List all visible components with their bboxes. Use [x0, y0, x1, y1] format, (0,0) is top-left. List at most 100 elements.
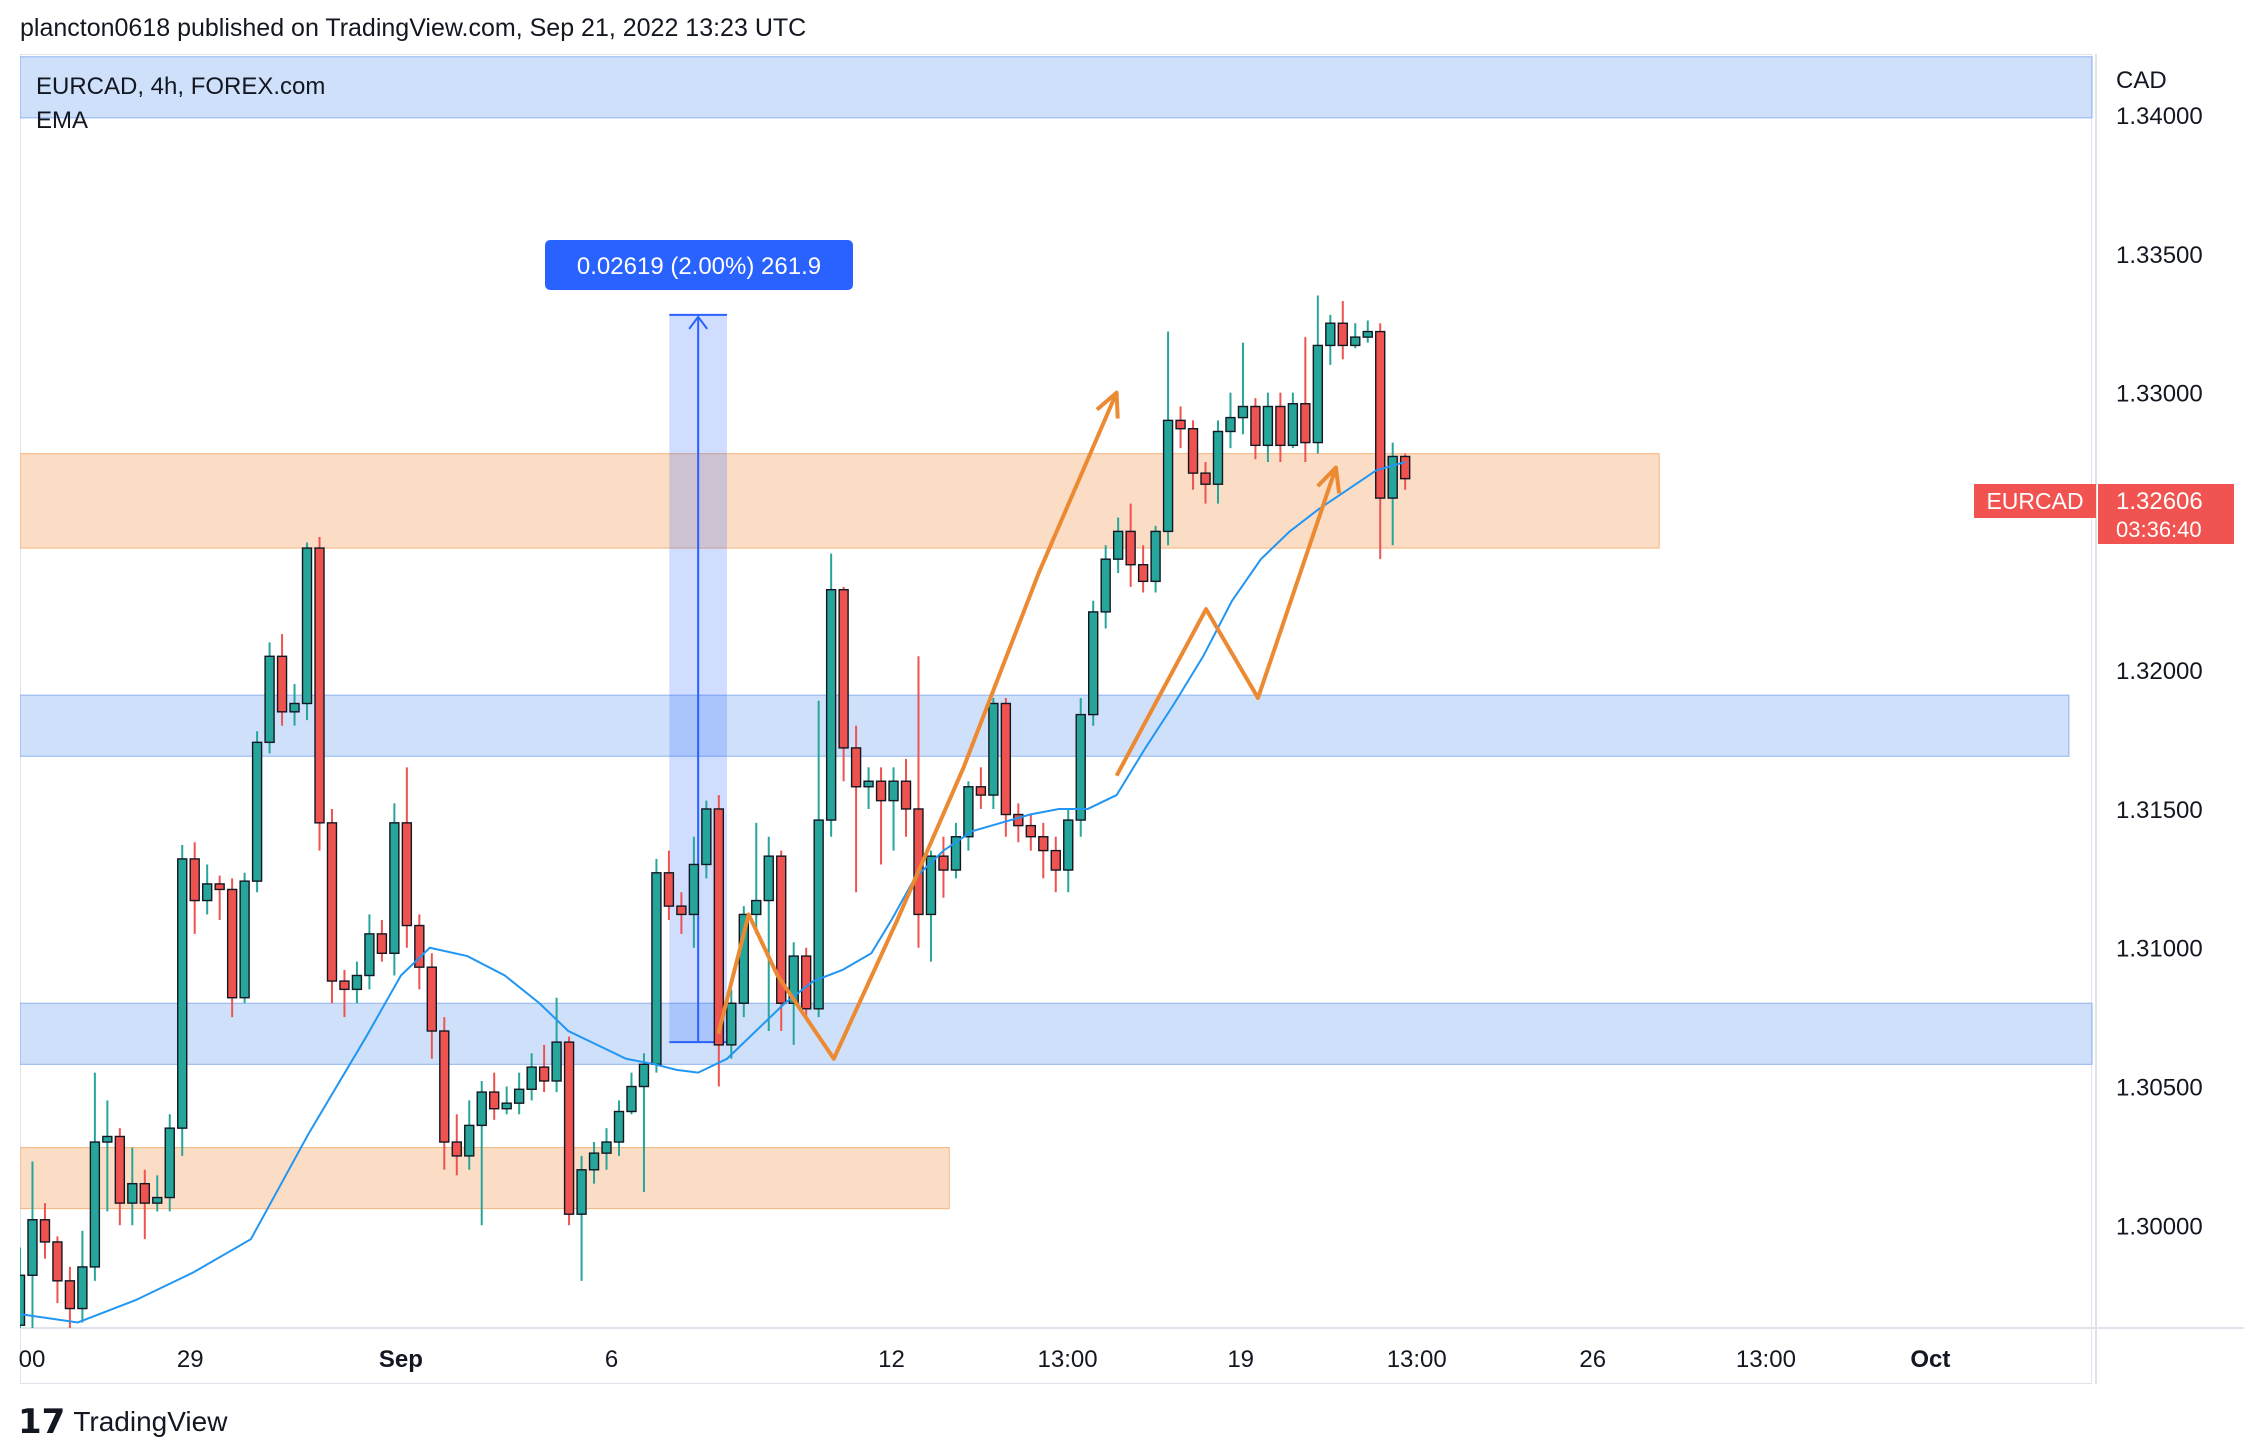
- candle[interactable]: [1399, 453, 1411, 490]
- candle[interactable]: [264, 642, 275, 754]
- candle[interactable]: [638, 1053, 650, 1192]
- pattern-zigzag-lower[interactable]: [1114, 466, 1338, 777]
- candle[interactable]: [1312, 295, 1324, 454]
- candle[interactable]: [464, 1100, 475, 1170]
- candle[interactable]: [414, 914, 425, 990]
- candle[interactable]: [1262, 392, 1274, 463]
- candle[interactable]: [1212, 420, 1224, 504]
- candle[interactable]: [351, 961, 363, 1004]
- candle[interactable]: [1187, 420, 1199, 490]
- candle[interactable]: [27, 1161, 38, 1336]
- candle[interactable]: [314, 536, 325, 851]
- candle[interactable]: [1250, 398, 1261, 460]
- candle[interactable]: [588, 1142, 600, 1184]
- footer[interactable]: 17 TradingView: [18, 1402, 227, 1442]
- candle[interactable]: [1325, 314, 1336, 365]
- candle[interactable]: [501, 1086, 512, 1115]
- candle[interactable]: [89, 1072, 101, 1281]
- candle[interactable]: [127, 1147, 138, 1226]
- candle[interactable]: [389, 803, 400, 976]
- candle[interactable]: [102, 1100, 113, 1212]
- candle[interactable]: [776, 850, 787, 1032]
- candle[interactable]: [426, 953, 438, 1059]
- candle[interactable]: [177, 845, 188, 1156]
- candle[interactable]: [114, 1128, 126, 1226]
- candle[interactable]: [1050, 836, 1061, 893]
- time-axis[interactable]: 00 29 Sep 6 12 13:00 19 13:00 26 13:00 Oct: [19, 1346, 1951, 1373]
- candle[interactable]: [813, 700, 824, 1018]
- candle[interactable]: [1100, 545, 1111, 629]
- candle[interactable]: [276, 634, 288, 726]
- candle[interactable]: [938, 836, 949, 898]
- candle[interactable]: [1125, 503, 1136, 587]
- candle[interactable]: [77, 1230, 88, 1323]
- candle[interactable]: [838, 586, 849, 782]
- candle[interactable]: [963, 781, 974, 851]
- candle[interactable]: [289, 684, 300, 726]
- candle[interactable]: [701, 800, 712, 879]
- candle[interactable]: [301, 542, 313, 721]
- candle[interactable]: [1150, 525, 1161, 593]
- candle[interactable]: [376, 919, 388, 962]
- candle[interactable]: [988, 697, 999, 809]
- candle[interactable]: [476, 1080, 487, 1226]
- candle[interactable]: [1225, 392, 1236, 449]
- candle[interactable]: [1063, 808, 1074, 893]
- candle[interactable]: [1075, 697, 1086, 837]
- candle[interactable]: [189, 842, 200, 934]
- candle[interactable]: [663, 850, 675, 920]
- candle[interactable]: [489, 1072, 500, 1120]
- candle[interactable]: [538, 1044, 550, 1093]
- candle[interactable]: [950, 822, 962, 879]
- candle[interactable]: [251, 731, 263, 893]
- candle[interactable]: [751, 822, 762, 934]
- candle[interactable]: [1088, 600, 1099, 726]
- candle[interactable]: [201, 864, 213, 915]
- blue-zone-3[interactable]: [20, 694, 2070, 757]
- candle[interactable]: [1200, 462, 1211, 504]
- legend-symbol-line[interactable]: EURCAD, 4h, FOREX.com: [36, 73, 325, 100]
- candle[interactable]: [239, 872, 250, 1004]
- candle[interactable]: [451, 1114, 462, 1176]
- candle[interactable]: [1013, 803, 1024, 843]
- candle[interactable]: [16, 1247, 26, 1351]
- candle[interactable]: [364, 914, 375, 990]
- candle[interactable]: [526, 1053, 537, 1101]
- candle[interactable]: [214, 875, 225, 920]
- candle[interactable]: [900, 759, 912, 837]
- candle[interactable]: [1162, 331, 1174, 546]
- candle[interactable]: [152, 1175, 163, 1212]
- candle[interactable]: [1375, 323, 1386, 560]
- candle[interactable]: [613, 1100, 625, 1156]
- candle[interactable]: [1337, 301, 1348, 360]
- candle[interactable]: [676, 892, 687, 934]
- candle[interactable]: [763, 836, 774, 1032]
- candle[interactable]: [1287, 392, 1299, 449]
- candle[interactable]: [863, 767, 874, 809]
- candle[interactable]: [1000, 697, 1012, 837]
- legend-indicator[interactable]: EMA: [36, 107, 88, 134]
- candle[interactable]: [326, 808, 338, 1004]
- candle[interactable]: [825, 553, 837, 837]
- blue-zone-1[interactable]: [20, 56, 2093, 119]
- blue-zone-4[interactable]: [20, 1002, 2093, 1065]
- candle[interactable]: [563, 1036, 575, 1226]
- pattern-zigzag-upper[interactable]: [716, 391, 1119, 1061]
- candle[interactable]: [788, 942, 799, 1045]
- candle[interactable]: [513, 1072, 525, 1115]
- candle[interactable]: [726, 989, 737, 1059]
- candle[interactable]: [888, 767, 899, 851]
- ema-line[interactable]: [20, 461, 1406, 1324]
- orange-zone-2[interactable]: [20, 453, 1660, 549]
- candle[interactable]: [164, 1114, 175, 1212]
- candle[interactable]: [1300, 337, 1311, 463]
- candle[interactable]: [401, 767, 413, 948]
- candle[interactable]: [1275, 392, 1286, 463]
- candle[interactable]: [651, 858, 662, 1073]
- candle[interactable]: [1112, 517, 1124, 574]
- candle[interactable]: [1350, 323, 1361, 349]
- candle[interactable]: [576, 1155, 587, 1281]
- candle[interactable]: [850, 725, 862, 893]
- candle[interactable]: [1175, 406, 1186, 449]
